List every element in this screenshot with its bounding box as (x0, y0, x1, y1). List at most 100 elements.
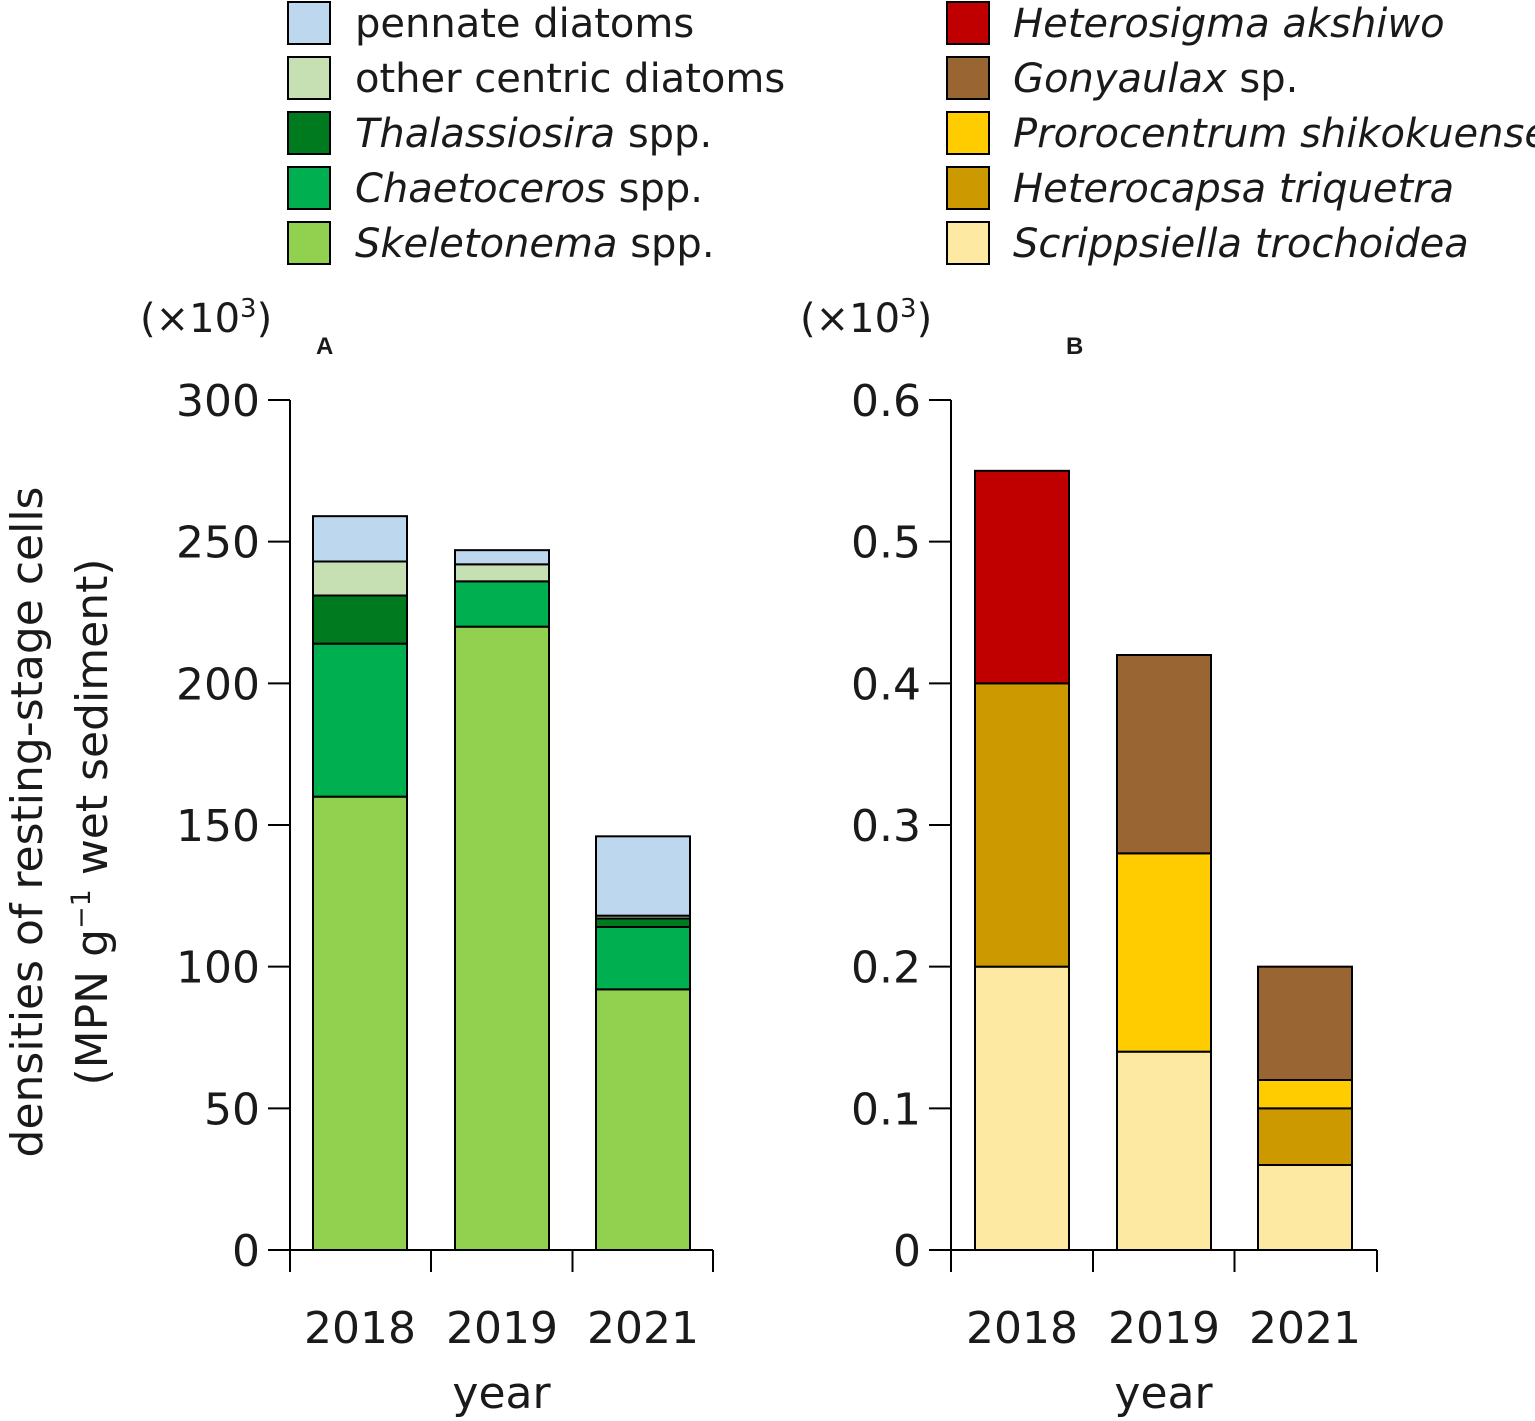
bar-segment-heterosigma-akshiwo-2018 (974, 469, 1070, 685)
y-tick-label: 200 (176, 659, 260, 710)
legend-label: Thalassiosira spp. (355, 111, 712, 157)
legend-label-italic: Heterocapsa triquetra (1013, 166, 1454, 212)
bar-segment-thalassiosira-spp-2021 (595, 917, 691, 928)
legend-label-plain: spp. (606, 166, 703, 212)
legend-item-prorocentrum-shikokuense: Prorocentrum shikokuense (946, 111, 1535, 157)
bar-stack-2021 (595, 835, 691, 1251)
bar-segment-scrippsiella-trochoidea-2019 (1116, 1050, 1212, 1251)
bar-segment-thalassiosira-spp-2018 (312, 594, 408, 645)
legend-swatch (946, 1, 990, 45)
legend-item-other-centric-diatoms: other centric diatoms (287, 56, 785, 102)
bar-segment-chaetoceros-spp-2018 (312, 642, 408, 798)
bar-segment-chaetoceros-spp-2021 (595, 926, 691, 991)
y-tick-label: 150 (176, 801, 260, 852)
bar-segment-other-centric-diatoms-2018 (312, 560, 408, 597)
bar-stack-2018 (312, 515, 408, 1252)
legend-label: Heterocapsa triquetra (1013, 166, 1454, 212)
legend-label: pennate diatoms (355, 1, 694, 47)
bar-stack-2021 (1257, 965, 1353, 1251)
panel-letter: A (316, 333, 333, 360)
y-axis-unit-sup: −1 (66, 889, 97, 929)
unit-prefix: (×10 (140, 296, 240, 342)
legend-label-italic: Thalassiosira (355, 111, 615, 157)
legend-item-chaetoceros-spp: Chaetoceros spp. (287, 166, 703, 212)
bar-segment-scrippsiella-trochoidea-2018 (974, 965, 1070, 1252)
y-tick-label: 0.3 (851, 801, 921, 852)
legend-item-heterosigma-akshiwo: Heterosigma akshiwo (946, 1, 1445, 47)
y-tick-label: 0.4 (851, 659, 921, 710)
unit-suffix: ) (917, 296, 933, 342)
x-tick-label: 2019 (1108, 1303, 1220, 1354)
legend-label-italic: Skeletonema (355, 221, 617, 267)
panel-a: (×103) A 0 50 100 150 200 250 300 2018 2019 2021 yea… (140, 294, 714, 1419)
bar-stack-2018 (974, 469, 1070, 1252)
bar-segment-scrippsiella-trochoidea-2021 (1257, 1164, 1353, 1251)
unit-exponent: 3 (240, 294, 257, 324)
y-tick-label: 0.1 (851, 1084, 921, 1135)
legend-item-thalassiosira-spp: Thalassiosira spp. (287, 111, 712, 157)
legend-label: Chaetoceros spp. (355, 166, 703, 212)
legend-swatch (287, 111, 331, 155)
x-tick-label: 2021 (1249, 1303, 1361, 1354)
bar-segment-pennate-diatoms-2019 (454, 549, 550, 566)
legend-swatch (287, 1, 331, 45)
x-tick-label: 2018 (966, 1303, 1078, 1354)
legend-label: Skeletonema spp. (355, 221, 715, 267)
legend-label: Heterosigma akshiwo (1013, 1, 1445, 47)
bar-segment-gonyaulax-sp-2021 (1257, 965, 1353, 1082)
panel-letter: B (1066, 333, 1083, 360)
bar-segment-skeletonema-spp-2019 (454, 625, 550, 1251)
y-tick-label: 0.2 (851, 943, 921, 994)
bar-segment-prorocentrum-shikokuense-2021 (1257, 1079, 1353, 1110)
y-tick-label: 0 (232, 1226, 260, 1277)
legend-label: other centric diatoms (355, 56, 785, 102)
x-tick-label: 2019 (446, 1303, 558, 1354)
bar-segment-chaetoceros-spp-2019 (454, 580, 550, 628)
bar-segment-pennate-diatoms-2018 (312, 515, 408, 563)
legend-label-plain: sp. (1227, 56, 1299, 102)
y-axis-title: densities of resting-stage cells (MPN g−… (2, 487, 118, 1158)
y-tick-label: 50 (204, 1084, 260, 1135)
bar-segment-skeletonema-spp-2021 (595, 988, 691, 1251)
legend-item-scrippsiella-trochoidea: Scrippsiella trochoidea (946, 221, 1469, 267)
bar-stack-2019 (1116, 654, 1212, 1251)
legend-swatch (287, 221, 331, 265)
y-tick-label: 300 (176, 376, 260, 427)
legend-label-plain: spp. (617, 221, 714, 267)
legend: pennate diatoms other centric diatoms Thal… (287, 1, 1535, 267)
legend-item-skeletonema-spp: Skeletonema spp. (287, 221, 715, 267)
y-tick-label: 100 (176, 943, 260, 994)
unit-prefix: (×10 (800, 296, 900, 342)
legend-label-italic: Gonyaulax (1013, 56, 1227, 102)
bar-segment-pennate-diatoms-2021 (595, 835, 691, 917)
legend-item-pennate-diatoms: pennate diatoms (287, 1, 694, 47)
legend-item-gonyaulax-sp: Gonyaulax sp. (946, 56, 1298, 102)
legend-label: Prorocentrum shikokuense (1013, 111, 1535, 157)
legend-swatch (946, 111, 990, 155)
bar-segment-skeletonema-spp-2018 (312, 795, 408, 1252)
legend-label: Scrippsiella trochoidea (1013, 221, 1469, 267)
legend-label-italic: Heterosigma akshiwo (1013, 1, 1445, 47)
legend-swatch (946, 56, 990, 100)
bar-segment-heterocapsa-triquetra-2018 (974, 682, 1070, 968)
legend-label-plain: spp. (615, 111, 712, 157)
bar-segment-prorocentrum-shikokuense-2019 (1116, 852, 1212, 1053)
y-tick-label: 0.6 (851, 376, 921, 427)
x-tick-label: 2021 (587, 1303, 699, 1354)
bar-segment-gonyaulax-sp-2019 (1116, 654, 1212, 855)
legend-label-italic: Prorocentrum shikokuense (1013, 111, 1535, 157)
y-axis-unit-after: wet sediment) (67, 559, 118, 890)
y-tick-label: 0.5 (851, 518, 921, 569)
x-axis-title: year (1114, 1368, 1213, 1419)
unit-label: (×103) (800, 294, 932, 342)
bar-stack-2019 (454, 549, 550, 1251)
legend-label-plain: other centric diatoms (355, 56, 785, 102)
y-axis-unit-before: (MPN g (67, 929, 118, 1086)
legend-item-heterocapsa-triquetra: Heterocapsa triquetra (946, 166, 1454, 212)
legend-label-italic: Chaetoceros (355, 166, 606, 212)
legend-swatch (287, 166, 331, 210)
legend-label: Gonyaulax sp. (1013, 56, 1298, 102)
y-tick-label: 0 (893, 1226, 921, 1277)
bar-segment-other-centric-diatoms-2019 (454, 563, 550, 583)
